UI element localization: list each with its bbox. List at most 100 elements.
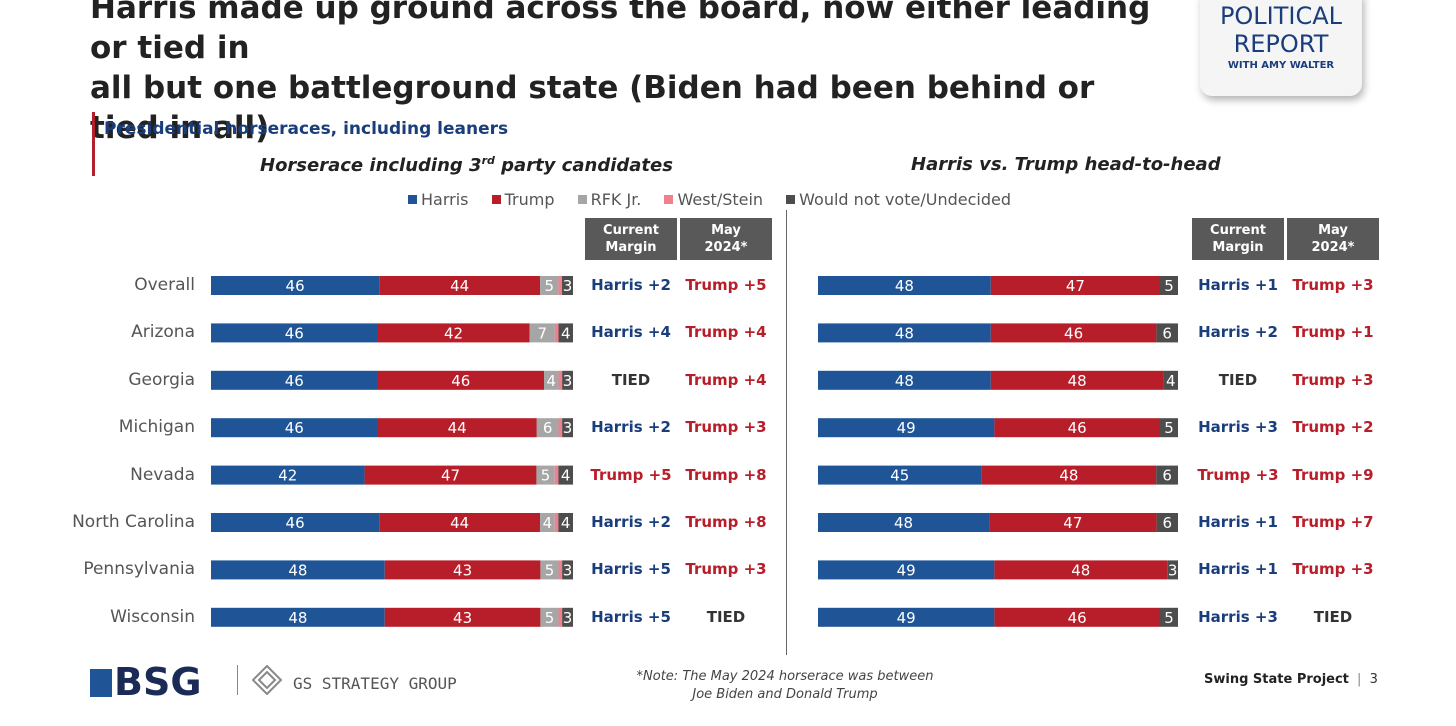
left-bar-arizona-rfk-jr	[529, 323, 555, 343]
left-bar-label-arizona-rfk-jr: 7	[537, 324, 547, 342]
right-current-margin-wisconsin: Harris +3	[1198, 607, 1278, 626]
left-bar-pennsylvania-west-stein	[558, 560, 563, 580]
legend: Harris Trump RFK Jr. West/Stein Would no…	[408, 190, 1029, 209]
left-current-margin-michigan: Harris +2	[591, 418, 671, 437]
row-label-north-carolina: North Carolina	[72, 512, 195, 532]
left-may-2024-north-carolina: Trump +8	[685, 513, 767, 531]
left-bar-pennsylvania-rfk-jr	[540, 560, 559, 580]
left-bar-wisconsin-west-stein	[558, 607, 563, 627]
left-bar-nevada-trump	[364, 465, 537, 485]
left-bar-label-nevada-trump: 47	[441, 467, 460, 485]
right-bar-pennsylvania-would-not-vote-undecided	[1167, 560, 1178, 580]
left-bar-label-overall-rfk-jr: 5	[544, 277, 554, 295]
left-may-2024-wisconsin: TIED	[706, 607, 746, 626]
header-current-line1: Current	[1210, 223, 1266, 238]
left-bar-wisconsin-would-not-vote-undecided	[562, 607, 573, 627]
gs-strategy-group-logo: GS STRATEGY GROUP	[293, 674, 457, 693]
right-bar-label-michigan-harris: 49	[897, 419, 916, 437]
right-bar-label-georgia-trump: 48	[1068, 372, 1087, 390]
right-bar-label-michigan-would-not-vote-undecided: 5	[1164, 419, 1174, 437]
left-bar-nevada-west-stein	[554, 465, 559, 485]
logo-line-2: REPORT	[1233, 30, 1329, 58]
left-bar-nevada-would-not-vote-undecided	[558, 465, 573, 485]
left-bar-label-pennsylvania-rfk-jr: 5	[545, 561, 555, 579]
left-bar-wisconsin-harris	[211, 607, 385, 627]
page-title: Harris made up ground across the board, …	[90, 0, 1170, 148]
right-current-margin-north-carolina: Harris +1	[1198, 513, 1278, 531]
left-bar-label-pennsylvania-would-not-vote-undecided: 3	[563, 561, 573, 579]
right-bar-wisconsin-would-not-vote-undecided	[1160, 607, 1178, 627]
right-bar-label-michigan-trump: 46	[1068, 419, 1087, 437]
left-bar-overall-would-not-vote-undecided	[562, 276, 573, 295]
left-bar-label-nevada-would-not-vote-undecided: 4	[561, 467, 571, 485]
right-header-current-margin: Current Margin	[1192, 218, 1284, 260]
right-bar-label-north-carolina-trump: 47	[1063, 514, 1082, 532]
left-may-2024-michigan: Trump +3	[685, 418, 767, 437]
page-number: 3	[1369, 672, 1378, 687]
right-bar-label-overall-trump: 47	[1066, 277, 1085, 295]
right-chart-title: Harris vs. Trump head-to-head	[911, 154, 1221, 175]
right-may-2024-north-carolina: Trump +7	[1292, 513, 1374, 531]
left-bar-north-carolina-west-stein	[554, 513, 559, 532]
right-bar-north-carolina-harris	[818, 513, 990, 532]
left-header-may-2024: May 2024*	[680, 218, 772, 260]
legend-label-undecided: Would not vote/Undecided	[799, 190, 1011, 209]
left-bar-pennsylvania-would-not-vote-undecided	[562, 560, 573, 580]
legend-swatch-harris	[408, 195, 417, 204]
bsg-logo-icon	[90, 669, 112, 697]
left-may-2024-arizona: Trump +4	[685, 323, 767, 342]
right-may-2024-georgia: Trump +3	[1292, 370, 1374, 389]
left-bar-pennsylvania-harris	[211, 560, 385, 580]
bsg-logo-text: BSG	[114, 660, 202, 704]
left-bar-overall-trump	[379, 276, 541, 295]
legend-swatch-undecided	[786, 195, 796, 204]
left-bar-label-pennsylvania-trump: 43	[453, 561, 472, 579]
left-current-margin-wisconsin: Harris +5	[591, 607, 671, 626]
row-label-arizona: Arizona	[131, 322, 195, 343]
row-label-michigan: Michigan	[118, 417, 195, 438]
header-may-line1: May	[1318, 223, 1348, 238]
left-chart-title-part2: party candidates	[494, 155, 673, 176]
right-bar-label-pennsylvania-trump: 48	[1071, 561, 1090, 579]
left-bar-label-georgia-trump: 46	[451, 372, 470, 390]
left-bar-georgia-trump	[377, 370, 545, 390]
left-current-margin-nevada: Trump +5	[590, 465, 672, 484]
right-bar-label-wisconsin-trump: 46	[1068, 609, 1087, 627]
right-bar-georgia-trump	[990, 370, 1164, 390]
legend-label-trump: Trump	[504, 190, 555, 209]
left-bar-overall-rfk-jr	[540, 276, 559, 295]
left-bar-label-arizona-harris: 46	[285, 324, 304, 342]
legend-item-harris: Harris	[408, 190, 469, 209]
left-bar-wisconsin-rfk-jr	[540, 607, 559, 627]
left-bar-nevada-harris	[211, 465, 365, 485]
footnote-line-2: Joe Biden and Donald Trump	[692, 687, 878, 702]
right-bar-label-north-carolina-harris: 48	[894, 514, 913, 532]
right-bar-north-carolina-would-not-vote-undecided	[1156, 513, 1178, 532]
left-bar-label-north-carolina-trump: 44	[450, 514, 469, 532]
right-bar-wisconsin-harris	[818, 607, 995, 627]
left-bar-label-nevada-rfk-jr: 5	[541, 467, 551, 485]
left-bar-michigan-west-stein	[558, 418, 563, 438]
right-bar-overall-trump	[990, 276, 1160, 295]
left-may-2024-nevada: Trump +8	[685, 465, 767, 484]
right-bar-label-overall-would-not-vote-undecided: 5	[1164, 277, 1174, 295]
left-bar-label-wisconsin-harris: 48	[288, 609, 307, 627]
right-bar-overall-harris	[818, 276, 991, 295]
header-may-line1: May	[711, 223, 741, 238]
project-name: Swing State Project	[1204, 672, 1349, 687]
right-bar-label-georgia-harris: 48	[895, 372, 914, 390]
right-may-2024-overall: Trump +3	[1292, 276, 1374, 294]
right-bar-label-overall-harris: 48	[895, 277, 914, 295]
left-bar-wisconsin-trump	[384, 607, 541, 627]
left-bar-arizona-harris	[211, 323, 378, 343]
right-current-margin-georgia: TIED	[1218, 370, 1258, 389]
left-bar-label-north-carolina-rfk-jr: 4	[543, 514, 553, 532]
legend-swatch-trump	[491, 195, 501, 204]
title-line-1: Harris made up ground across the board, …	[90, 0, 1151, 66]
right-bar-pennsylvania-harris	[818, 560, 995, 580]
left-bar-label-north-carolina-harris: 46	[286, 514, 305, 532]
right-bar-label-wisconsin-harris: 49	[897, 609, 916, 627]
right-bar-label-nevada-harris: 45	[890, 467, 909, 485]
right-bar-label-arizona-trump: 46	[1064, 324, 1083, 342]
row-label-overall: Overall	[134, 275, 195, 295]
